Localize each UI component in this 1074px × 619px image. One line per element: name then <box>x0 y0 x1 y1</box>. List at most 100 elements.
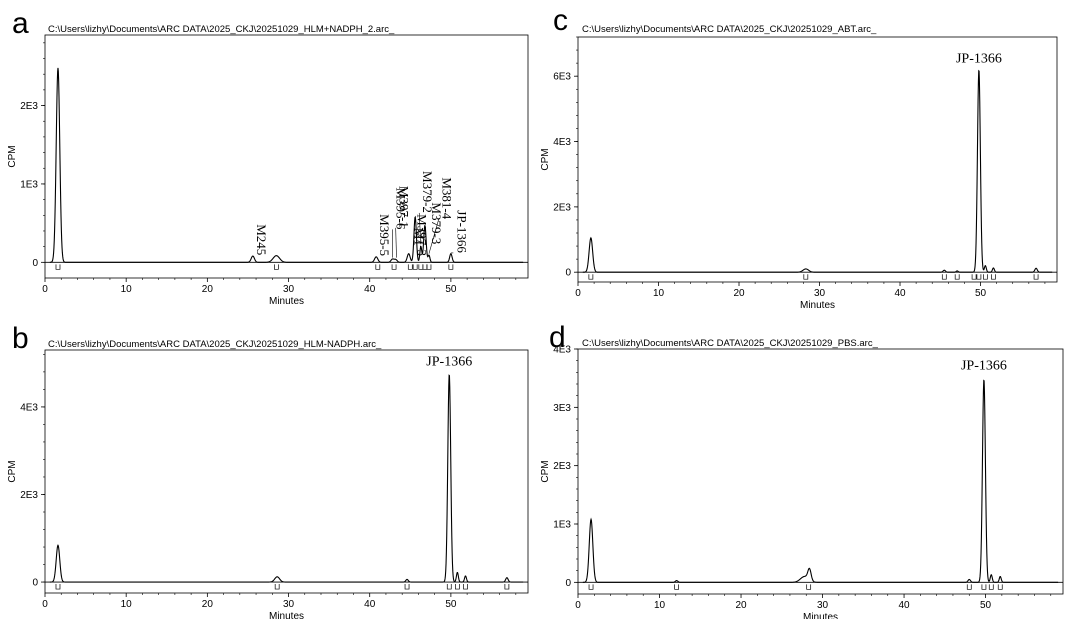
y-tick-label: 3E3 <box>553 403 571 414</box>
region-marker <box>504 584 510 590</box>
peak-annotation: M397-1 <box>397 186 412 228</box>
region-marker <box>981 584 987 590</box>
plot-frame <box>577 36 1058 283</box>
x-tick-label: 40 <box>894 288 906 299</box>
region-marker <box>991 274 996 280</box>
y-axis-label: CPM <box>7 460 18 482</box>
y-tick-label: 2E3 <box>20 101 38 112</box>
x-tick-label: 30 <box>814 288 826 299</box>
region-marker <box>941 274 947 280</box>
peak-annotation: JP-1366 <box>426 355 472 370</box>
x-tick-label: 40 <box>898 600 910 611</box>
y-tick-label: 0 <box>565 268 571 279</box>
x-tick-label: 40 <box>364 284 376 295</box>
region-marker <box>418 264 424 270</box>
x-tick-label: 0 <box>575 600 581 611</box>
x-tick-label: 30 <box>283 284 295 295</box>
region-marker <box>412 264 418 270</box>
y-tick-label: 2E3 <box>553 202 571 213</box>
region-marker <box>971 274 977 280</box>
plot-frame <box>44 34 529 279</box>
plot-frame <box>44 349 529 594</box>
series-line <box>49 374 524 583</box>
chart-panel-d: d C:\Users\lizhy\Documents\ARC DATA\2025_… <box>540 321 1064 619</box>
x-axis-label: Minutes <box>269 611 304 619</box>
peak-annotation: JP-1366 <box>454 210 469 253</box>
region-marker <box>966 584 972 590</box>
chart-panel-c: c C:\Users\lizhy\Documents\ARC DATA\2025_… <box>540 4 1058 311</box>
panel-letter: b <box>12 322 29 355</box>
y-tick-label: 6E3 <box>553 72 571 83</box>
region-marker <box>404 584 410 590</box>
chart-panel-a: a C:\Users\lizhy\Documents\ARC DATA\2025_… <box>7 7 529 307</box>
x-tick-label: 10 <box>654 600 666 611</box>
region-marker <box>422 264 428 270</box>
x-tick-label: 0 <box>575 288 581 299</box>
y-tick-label: 1E3 <box>553 520 571 531</box>
x-tick-label: 30 <box>817 600 829 611</box>
region-marker <box>463 584 468 590</box>
annotation-leader <box>418 212 422 245</box>
annotation-leader <box>428 219 439 254</box>
x-tick-label: 0 <box>42 284 48 295</box>
peak-annotation: M245 <box>254 224 269 255</box>
x-tick-label: 10 <box>121 284 133 295</box>
x-tick-label: 20 <box>202 599 214 610</box>
region-marker <box>988 584 994 590</box>
peak-annotation: M379-2 <box>420 171 435 213</box>
y-tick-label: 4E3 <box>553 345 571 356</box>
y-tick-label: 0 <box>565 578 571 589</box>
x-axis-label: Minutes <box>803 612 838 619</box>
region-marker <box>55 264 61 270</box>
peak-annotation: M1 <box>411 228 426 246</box>
panel-letter: a <box>12 7 29 40</box>
panel-letter: d <box>549 321 566 354</box>
region-marker <box>375 264 381 270</box>
region-marker <box>674 584 679 590</box>
region-marker <box>806 584 812 590</box>
y-tick-label: 0 <box>32 258 38 269</box>
region-marker <box>983 274 988 280</box>
x-tick-label: 50 <box>445 599 457 610</box>
y-tick-label: 2E3 <box>20 490 38 501</box>
region-marker <box>446 584 452 590</box>
x-tick-label: 20 <box>735 600 747 611</box>
region-marker <box>954 274 960 280</box>
peak-annotation: M397-3 <box>415 214 430 256</box>
x-tick-label: 20 <box>733 288 745 299</box>
peak-annotation: JP-1366 <box>961 359 1007 374</box>
series-line <box>582 379 1059 583</box>
x-tick-label: 10 <box>121 599 133 610</box>
region-marker <box>448 264 454 270</box>
chart-title: C:\Users\lizhy\Documents\ARC DATA\2025_C… <box>582 338 879 349</box>
x-tick-label: 50 <box>980 600 992 611</box>
x-axis-label: Minutes <box>269 296 304 307</box>
region-marker <box>274 584 280 590</box>
peak-annotation: JP-1366 <box>956 51 1002 66</box>
series-line <box>582 69 1053 273</box>
y-tick-label: 2E3 <box>553 461 571 472</box>
region-marker <box>976 274 982 280</box>
region-marker <box>391 264 397 270</box>
region-marker <box>455 584 460 590</box>
region-marker <box>274 264 279 270</box>
region-marker <box>588 274 594 280</box>
y-tick-label: 0 <box>32 578 38 589</box>
x-tick-label: 10 <box>653 288 665 299</box>
region-marker <box>426 264 432 270</box>
peak-annotation: M395-6 <box>393 188 408 230</box>
x-tick-label: 20 <box>202 284 214 295</box>
chart-title: C:\Users\lizhy\Documents\ARC DATA\2025_C… <box>48 339 382 350</box>
series-line <box>49 67 524 263</box>
panel-letter: c <box>553 4 568 37</box>
x-tick-label: 0 <box>42 599 48 610</box>
region-marker <box>803 274 809 280</box>
y-axis-label: CPM <box>540 148 551 170</box>
annotation-leader <box>395 227 397 258</box>
peak-annotation: M381-4 <box>440 177 455 219</box>
y-tick-label: 1E3 <box>20 179 38 190</box>
region-marker <box>55 584 61 590</box>
y-axis-label: CPM <box>7 145 18 167</box>
x-tick-label: 50 <box>445 284 457 295</box>
